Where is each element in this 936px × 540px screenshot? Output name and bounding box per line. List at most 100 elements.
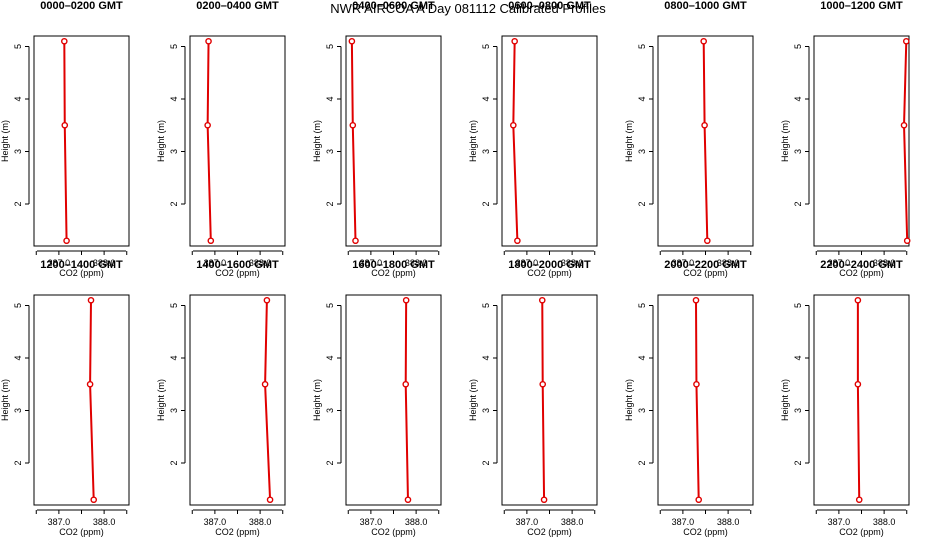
data-point (61, 37, 68, 45)
y-tick-label: 5 (481, 44, 491, 49)
data-point (704, 237, 711, 245)
y-tick-label: 2 (481, 201, 491, 206)
y-tick-label: 4 (481, 355, 491, 360)
x-tick-label: 387.0 (672, 258, 695, 268)
series-line (63, 41, 68, 241)
y-axis: 2 3 4 5 Height (m) (468, 44, 498, 207)
plot-frame (501, 35, 598, 247)
y-tick-label: 4 (13, 96, 23, 101)
data-point (540, 496, 548, 504)
panel-title: 1400–1600 GMT (196, 259, 279, 271)
panel-title: 0600–0800 GMT (508, 0, 591, 12)
y-tick-label: 5 (13, 303, 23, 308)
data-point (854, 380, 862, 388)
data-point (349, 121, 357, 129)
y-axis-label: Height (m) (624, 120, 634, 162)
panel-title: 0000–0200 GMT (40, 0, 123, 12)
data-point (263, 296, 271, 304)
y-axis-label: Height (m) (780, 379, 790, 421)
data-point (90, 496, 98, 504)
panel-title: 0200–0400 GMT (196, 0, 279, 12)
x-tick-label: 387.0 (48, 258, 71, 268)
x-axis-label: CO2 (ppm) (371, 268, 416, 278)
y-tick-label: 3 (325, 149, 335, 154)
y-tick-label: 5 (325, 303, 335, 308)
y-tick-label: 5 (13, 44, 23, 49)
y-tick-label: 5 (169, 303, 179, 308)
x-axis-label: CO2 (ppm) (215, 527, 260, 537)
y-axis: 2 3 4 5 Height (m) (0, 44, 30, 207)
y-tick-label: 2 (13, 201, 23, 206)
y-axis: 2 3 4 5 Height (m) (156, 44, 186, 207)
y-tick-label: 4 (637, 355, 647, 360)
y-tick-label: 2 (793, 460, 803, 465)
x-tick-label: 387.0 (204, 258, 227, 268)
panel-title: 2200–2400 GMT (820, 259, 903, 271)
x-tick-label: 388.0 (405, 517, 428, 527)
y-tick-label: 2 (793, 201, 803, 206)
page-title: NWR AIRCOA A Day 081112 Calibrated Profi… (330, 1, 606, 16)
data-point (903, 237, 911, 245)
x-tick-label: 387.0 (672, 517, 695, 527)
series-line (89, 300, 95, 500)
series-line (264, 300, 272, 500)
y-tick-label: 5 (637, 44, 647, 49)
y-tick-label: 4 (481, 96, 491, 101)
y-axis-label: Height (m) (0, 379, 10, 421)
y-tick-label: 2 (13, 460, 23, 465)
data-point (205, 37, 212, 45)
y-axis-label: Height (m) (468, 120, 478, 162)
data-point (511, 37, 518, 45)
data-point (63, 237, 70, 245)
plot-frame (657, 294, 754, 506)
y-tick-label: 3 (325, 408, 335, 413)
y-axis: 2 3 4 5 Height (m) (156, 303, 186, 466)
x-tick-label: 388.0 (561, 258, 584, 268)
plot-frame (501, 294, 598, 506)
series-line (350, 41, 357, 241)
data-point (539, 380, 547, 388)
x-axis-label: CO2 (ppm) (527, 268, 572, 278)
y-tick-label: 5 (637, 303, 647, 308)
y-axis-label: Height (m) (468, 379, 478, 421)
x-tick-label: 388.0 (873, 258, 896, 268)
panel-title: 1200–1400 GMT (40, 259, 123, 271)
y-tick-label: 4 (793, 355, 803, 360)
data-point (900, 121, 908, 129)
x-tick-label: 387.0 (48, 517, 71, 527)
plot-frame (813, 294, 910, 506)
data-point (266, 496, 274, 504)
series-line (702, 41, 709, 241)
data-point (693, 380, 700, 388)
data-point (348, 37, 356, 45)
data-point (514, 237, 521, 245)
plot-frame (657, 35, 754, 247)
series-line (206, 41, 212, 241)
data-point (352, 237, 359, 245)
plot-frame (345, 35, 442, 247)
y-tick-label: 3 (169, 408, 179, 413)
data-point (261, 380, 269, 388)
series-line (541, 300, 546, 500)
y-tick-label: 3 (637, 149, 647, 154)
x-tick-label: 388.0 (561, 517, 584, 527)
y-axis-label: Height (m) (624, 379, 634, 421)
y-tick-label: 4 (169, 96, 179, 101)
y-tick-label: 2 (481, 460, 491, 465)
plot-frame (189, 294, 286, 506)
